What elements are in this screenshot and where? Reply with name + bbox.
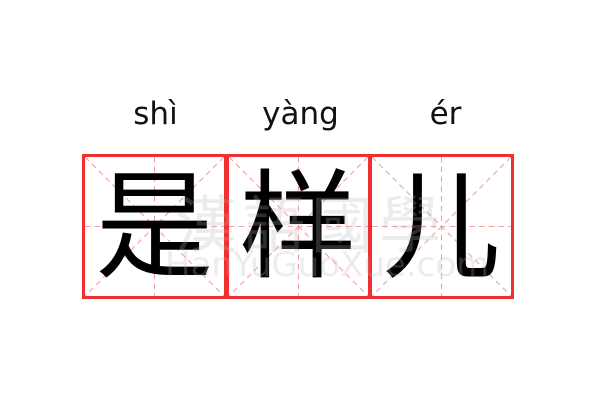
character-grid: 是 样 儿 [82,154,517,299]
pinyin-2: yàng [262,96,339,132]
character-cell: 儿 [369,154,514,299]
character-2: 样 [238,157,357,296]
character-3: 儿 [382,157,501,296]
guide-lines [228,157,368,296]
pinyin-1: shì [133,96,178,132]
character-cell: 样 [225,154,371,299]
guide-lines [372,157,511,296]
pinyin-3: ér [429,96,462,132]
guide-lines [85,157,224,296]
pinyin-row: shì yàng ér [83,94,518,134]
character-cell: 是 [82,154,227,299]
character-1: 是 [95,157,214,296]
